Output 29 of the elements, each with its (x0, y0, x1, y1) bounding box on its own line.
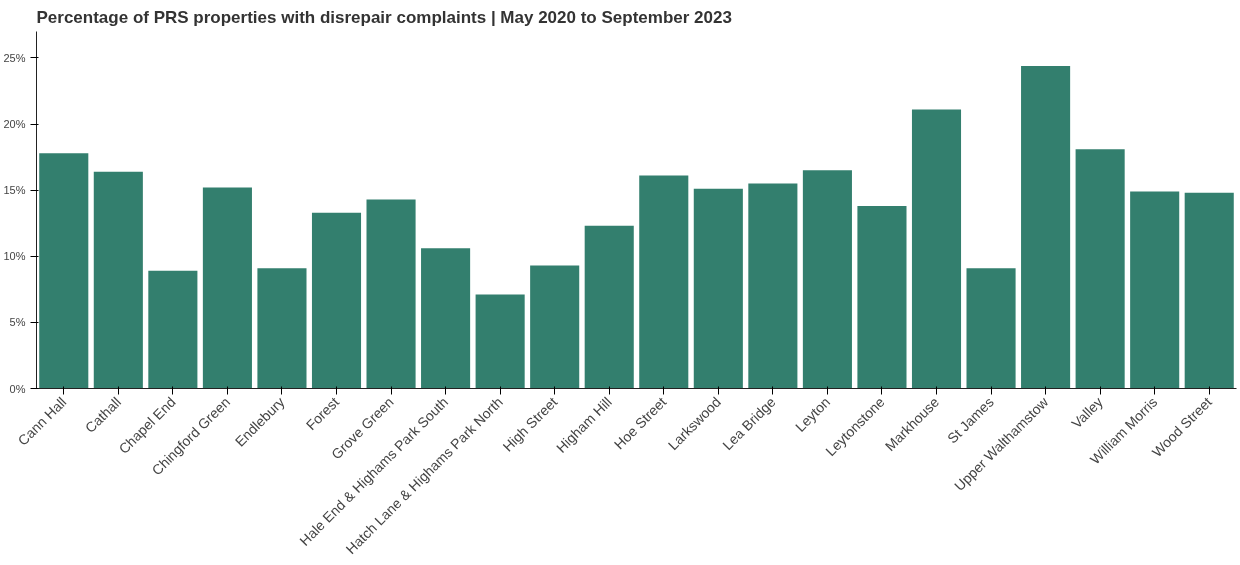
y-tick-label: 20% (3, 118, 26, 131)
bar (1184, 192, 1234, 389)
chart-title: Percentage of PRS properties with disrepair complaints | May 2020 to September 2023 (36, 7, 732, 27)
bar (1075, 149, 1125, 389)
bar (748, 183, 798, 389)
bar (421, 248, 471, 389)
bar (639, 175, 689, 389)
y-tick-label: 10% (3, 250, 26, 263)
bar (311, 212, 362, 389)
y-tick-label: 15% (3, 184, 26, 197)
bar (475, 294, 525, 389)
bar (584, 225, 634, 389)
bar (530, 265, 580, 389)
bar (1130, 191, 1180, 389)
bar (366, 199, 416, 389)
bar (693, 188, 743, 389)
y-tick-label: 25% (3, 51, 26, 64)
bar (802, 170, 852, 389)
bar (911, 109, 962, 389)
bar (966, 268, 1016, 389)
bar (39, 153, 89, 389)
bar (857, 206, 907, 389)
bar (148, 270, 198, 389)
y-tick-label: 0% (9, 382, 26, 395)
bar (1021, 65, 1071, 389)
bar (93, 171, 143, 389)
bar (257, 268, 307, 389)
y-tick-label: 5% (9, 316, 26, 329)
bar (202, 187, 252, 389)
